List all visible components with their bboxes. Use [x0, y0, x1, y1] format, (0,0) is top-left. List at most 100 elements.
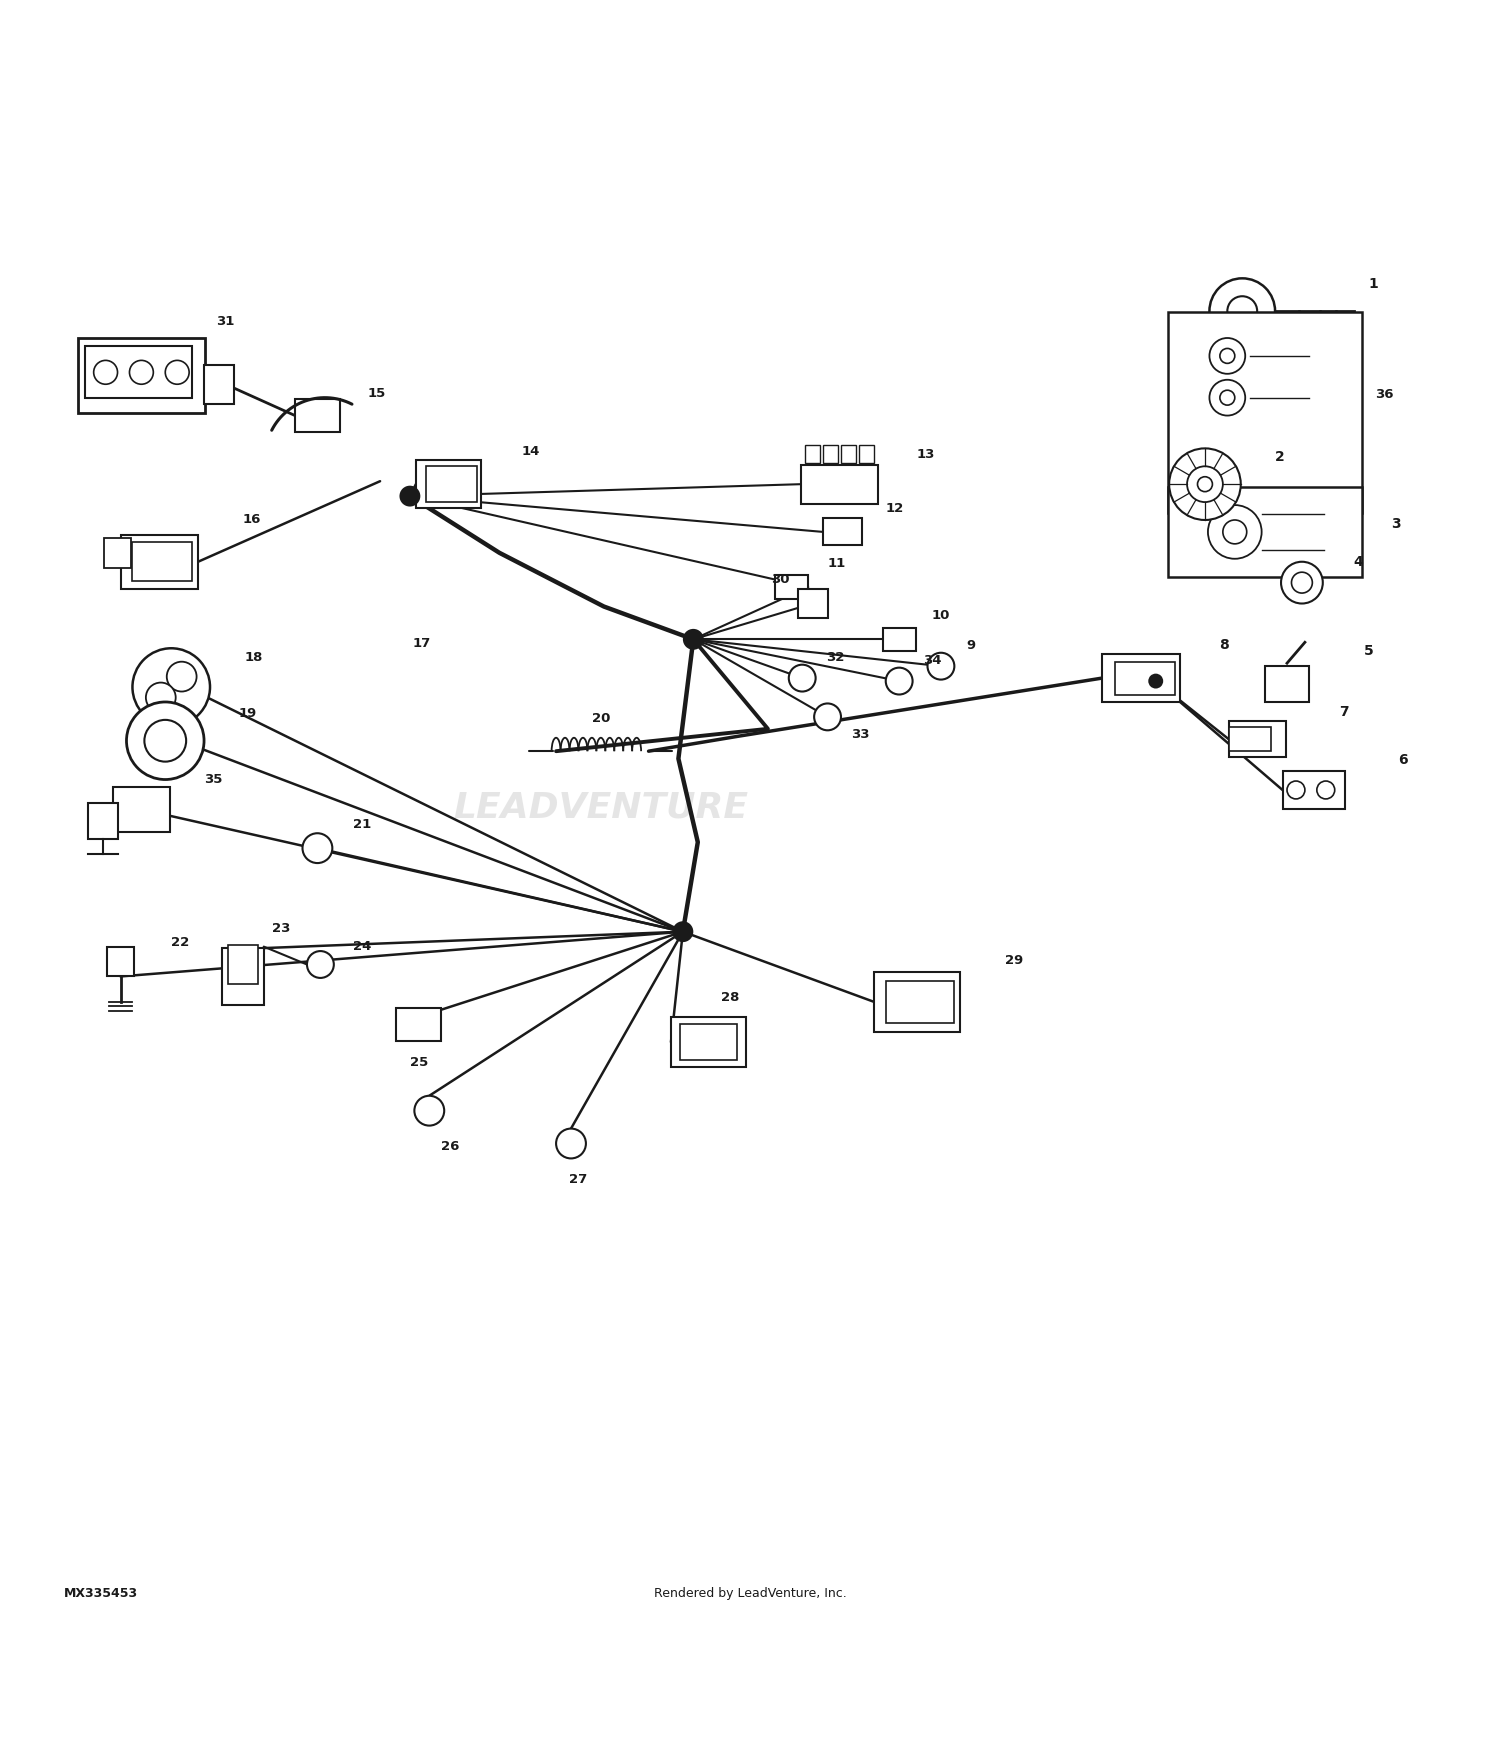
Circle shape — [414, 1096, 444, 1125]
Text: 34: 34 — [922, 654, 940, 667]
Bar — [824, 518, 862, 546]
Text: 5: 5 — [1364, 644, 1374, 658]
Text: Rendered by LeadVenture, Inc.: Rendered by LeadVenture, Inc. — [654, 1587, 846, 1601]
Text: 6: 6 — [1398, 752, 1408, 766]
Bar — [1228, 721, 1286, 758]
Bar — [776, 576, 808, 598]
Text: 8: 8 — [1220, 639, 1228, 653]
Bar — [680, 1024, 736, 1060]
Bar — [296, 399, 340, 432]
Circle shape — [1208, 506, 1261, 558]
Circle shape — [1209, 380, 1245, 415]
Bar — [1228, 728, 1270, 751]
Text: 20: 20 — [591, 712, 610, 724]
Text: 2: 2 — [1275, 450, 1284, 464]
Text: 12: 12 — [885, 502, 904, 514]
Circle shape — [1220, 348, 1234, 364]
Circle shape — [1197, 476, 1212, 492]
Circle shape — [165, 360, 189, 385]
Bar — [1264, 667, 1310, 702]
Text: LEADVENTURE: LEADVENTURE — [453, 791, 748, 824]
Text: 9: 9 — [966, 639, 975, 651]
Text: 3: 3 — [1390, 518, 1401, 532]
Bar — [112, 788, 170, 831]
Bar — [670, 1017, 746, 1068]
Text: 33: 33 — [850, 728, 870, 742]
Text: 36: 36 — [1374, 388, 1394, 401]
Circle shape — [146, 682, 176, 712]
Circle shape — [1227, 296, 1257, 326]
Circle shape — [1292, 572, 1312, 593]
Bar — [84, 346, 192, 399]
Bar — [222, 949, 264, 1004]
Circle shape — [885, 668, 912, 695]
Text: 16: 16 — [243, 513, 261, 527]
Text: 32: 32 — [827, 651, 844, 663]
Circle shape — [927, 653, 954, 679]
Circle shape — [1209, 338, 1245, 374]
Circle shape — [1222, 520, 1246, 544]
Text: 26: 26 — [441, 1139, 459, 1153]
Circle shape — [682, 628, 703, 649]
Bar — [426, 466, 477, 502]
Text: 14: 14 — [522, 444, 540, 458]
Text: 19: 19 — [238, 707, 256, 721]
Circle shape — [308, 950, 334, 978]
Bar — [798, 588, 828, 618]
Bar — [228, 945, 258, 984]
Bar — [120, 536, 198, 588]
Bar — [204, 364, 234, 404]
Bar — [106, 947, 134, 977]
Bar — [859, 446, 874, 464]
Text: MX335453: MX335453 — [64, 1587, 138, 1601]
Circle shape — [556, 1129, 586, 1158]
Text: 11: 11 — [828, 556, 846, 570]
Text: 30: 30 — [771, 574, 789, 586]
Bar — [874, 971, 960, 1031]
Bar — [1167, 487, 1362, 578]
Text: 4: 4 — [1353, 555, 1364, 569]
Text: 28: 28 — [722, 990, 740, 1004]
Text: 31: 31 — [216, 315, 234, 327]
Bar — [1167, 312, 1362, 513]
Circle shape — [166, 662, 196, 691]
Text: 22: 22 — [171, 936, 189, 948]
Circle shape — [129, 360, 153, 385]
Text: 25: 25 — [410, 1057, 428, 1069]
Bar — [885, 982, 954, 1022]
Bar — [1116, 662, 1174, 695]
Text: 29: 29 — [1005, 954, 1023, 966]
Bar — [78, 338, 206, 413]
Circle shape — [144, 719, 186, 761]
Text: 23: 23 — [273, 922, 291, 934]
Bar — [1102, 654, 1179, 702]
Text: 21: 21 — [352, 817, 372, 831]
Bar — [842, 446, 856, 464]
Circle shape — [132, 648, 210, 726]
Circle shape — [303, 833, 333, 863]
Circle shape — [789, 665, 816, 691]
Circle shape — [1317, 780, 1335, 800]
Bar — [884, 628, 915, 651]
Text: 7: 7 — [1340, 705, 1348, 719]
Bar — [104, 537, 130, 567]
Text: 35: 35 — [204, 774, 222, 786]
Circle shape — [1168, 448, 1240, 520]
Bar — [416, 460, 482, 507]
Bar — [132, 542, 192, 581]
Circle shape — [399, 487, 420, 506]
Circle shape — [1149, 674, 1162, 688]
Text: 17: 17 — [413, 637, 430, 651]
Text: 10: 10 — [932, 609, 950, 621]
Circle shape — [1220, 390, 1234, 404]
Circle shape — [815, 704, 842, 730]
Circle shape — [1209, 278, 1275, 345]
Bar — [1282, 770, 1346, 808]
Text: 15: 15 — [368, 387, 386, 399]
Text: 13: 13 — [916, 448, 934, 460]
Text: 24: 24 — [352, 940, 372, 954]
Circle shape — [672, 920, 693, 942]
Text: 18: 18 — [244, 651, 262, 663]
Bar — [824, 446, 839, 464]
Bar — [87, 803, 117, 840]
